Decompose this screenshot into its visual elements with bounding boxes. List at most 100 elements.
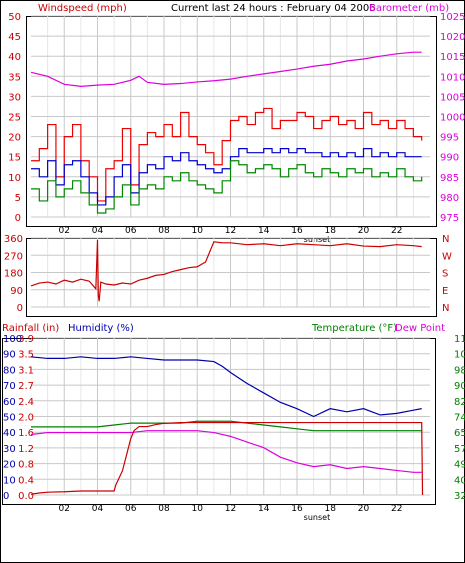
barometer-tick-label: 1000	[440, 113, 465, 124]
rainfall-tick-label: 3.9	[18, 334, 34, 345]
dewpoint-title: Dew Point	[395, 323, 445, 334]
temperature-tick-label: 32	[454, 491, 465, 502]
rainfall-tick-label: 3.1	[18, 365, 34, 376]
hour-tick-label: 18	[325, 504, 337, 514]
hour-tick-label: 04	[92, 504, 104, 514]
windspeed-tick-label: 25	[8, 113, 21, 124]
sunset-label: sunset	[304, 235, 331, 244]
hour-tick-label: 08	[158, 226, 170, 236]
gust-series	[31, 107, 423, 202]
barometer-tick-label: 985	[440, 173, 459, 184]
hour-tick-label: 14	[258, 226, 270, 236]
hour-tick-label: 06	[125, 504, 137, 514]
humidity-tick-label: 10	[3, 475, 16, 486]
hour-tick-label: 04	[92, 226, 104, 236]
compass-label: N	[442, 303, 449, 314]
hour-tick-label: 06	[125, 226, 137, 236]
panel-frame	[26, 238, 437, 317]
direction-tick-label: 180	[4, 269, 23, 280]
windspeed-tick-label: 45	[8, 32, 21, 43]
hour-tick-label: 18	[325, 226, 337, 236]
direction-series	[30, 239, 422, 302]
temperature-tick-label: 98	[454, 365, 465, 376]
hour-tick-label: 02	[59, 504, 70, 514]
temperature-title: Temperature (°F)	[311, 323, 397, 334]
windspeed-title: Windspeed (mph)	[38, 3, 127, 14]
humidity-tick-label: 0	[3, 491, 9, 502]
hour-tick-label: 08	[158, 504, 170, 514]
rain-series	[30, 421, 424, 496]
hour-tick-label: 14	[258, 504, 270, 514]
temperature-tick-label: 74	[454, 413, 465, 424]
humidity-tick-label: 80	[3, 365, 16, 376]
hour-tick-label: 02	[59, 226, 70, 236]
humidity-tick-label: 30	[3, 444, 16, 455]
panel-frame	[26, 16, 437, 227]
rainfall-tick-label: 0.0	[18, 491, 34, 502]
windspeed-tick-label: 30	[8, 92, 21, 103]
compass-label: E	[442, 286, 448, 297]
dewpoint-series	[30, 430, 422, 473]
barometer-tick-label: 1015	[440, 52, 465, 63]
windspeed-tick-label: 35	[8, 72, 21, 83]
humidity-tick-label: 20	[3, 460, 16, 471]
windspeed-tick-label: 10	[8, 173, 21, 184]
humidity-tick-label: 100	[3, 334, 22, 345]
temperature-tick-label: 107	[454, 350, 465, 361]
hour-tick-label: 10	[192, 226, 204, 236]
temperature-tick-label: 115	[454, 334, 465, 345]
temperature-tick-label: 90	[454, 381, 465, 392]
windspeed-tick-label: 20	[8, 133, 21, 144]
windspeed-tick-label: 5	[15, 193, 21, 204]
rainfall-tick-label: 2.0	[18, 413, 34, 424]
temperature-tick-label: 57	[454, 444, 465, 455]
wind_low-series	[31, 160, 423, 214]
barometer-tick-label: 1010	[440, 72, 465, 83]
compass-label: W	[442, 251, 452, 262]
humidity-tick-label: 60	[3, 397, 16, 408]
rainfall-tick-label: 0.8	[18, 460, 34, 471]
humidity-tick-label: 90	[3, 350, 16, 361]
rainfall-tick-label: 2.7	[18, 381, 34, 392]
barometer-tick-label: 980	[440, 193, 459, 204]
barometer-tick-label: 975	[440, 213, 459, 224]
hour-tick-label: 10	[192, 504, 204, 514]
hour-tick-label: 20	[358, 504, 370, 514]
barometer-tick-label: 1005	[440, 92, 465, 103]
chart-panels: 02 04 06 08 10 12 14 16 18 20 22 sunset 02 04 06 08 10 12…	[2, 12, 465, 522]
rainfall-tick-label: 0.4	[18, 475, 34, 486]
hour-tick-label: 22	[391, 226, 402, 236]
wind-series	[31, 148, 422, 206]
temperature-series	[31, 420, 422, 432]
humidity-title: Humidity (%)	[68, 323, 134, 334]
direction-tick-label: 90	[10, 286, 23, 297]
chart-title: Current last 24 hours : February 04 2006	[171, 3, 376, 14]
direction-tick-label: 270	[4, 251, 23, 262]
windspeed-tick-label: 40	[8, 52, 21, 63]
direction-tick-label: 0	[17, 303, 23, 314]
hour-tick-label: 22	[391, 504, 402, 514]
temperature-tick-label: 65	[454, 428, 465, 439]
rainfall-tick-label: 1.2	[18, 444, 34, 455]
direction-tick-label: 360	[4, 234, 23, 245]
windspeed-tick-label: 0	[15, 213, 21, 224]
temperature-tick-label: 82	[454, 397, 465, 408]
rainfall-tick-label: 2.4	[18, 397, 34, 408]
temperature-tick-label: 40	[454, 475, 465, 486]
barometer-title: Barometer (mb)	[369, 3, 449, 14]
hour-tick-label: 12	[225, 504, 236, 514]
barometer-tick-label: 990	[440, 153, 459, 164]
compass-label: N	[442, 234, 449, 245]
hour-tick-label: 12	[225, 226, 236, 236]
barometer-series	[30, 51, 422, 87]
hour-tick-label: 16	[291, 226, 303, 236]
windspeed-tick-label: 15	[8, 153, 21, 164]
humidity-tick-label: 50	[3, 413, 16, 424]
windspeed-tick-label: 50	[8, 12, 21, 23]
rainfall-tick-label: 1.6	[18, 428, 34, 439]
barometer-tick-label: 1020	[440, 32, 465, 43]
rainfall-tick-label: 3.5	[18, 350, 34, 361]
humidity-tick-label: 70	[3, 381, 16, 392]
